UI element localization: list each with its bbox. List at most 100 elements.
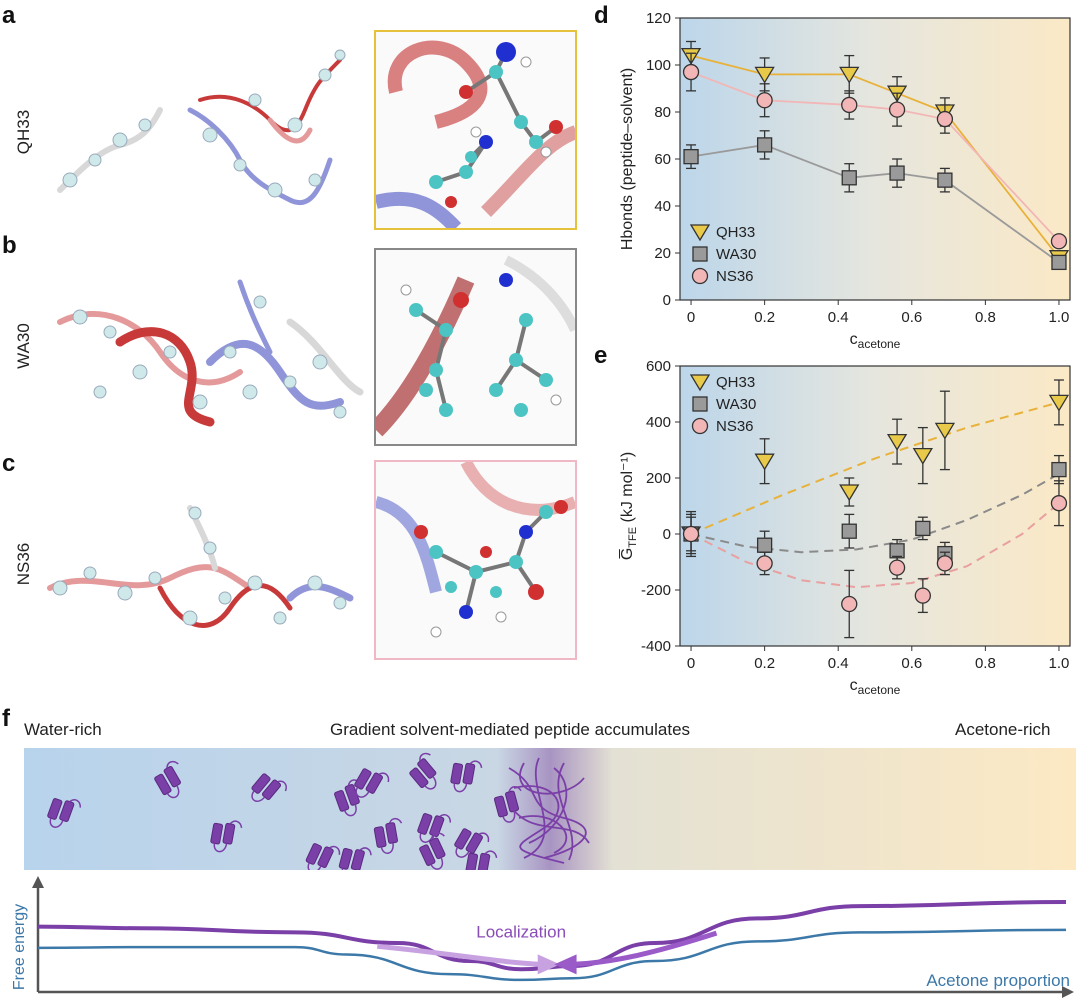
panel-label-f: f bbox=[2, 705, 10, 732]
data-point bbox=[934, 422, 956, 440]
peptide-icon bbox=[338, 847, 372, 870]
data-point bbox=[756, 92, 773, 109]
data-point bbox=[841, 595, 858, 613]
panel-label-e: e bbox=[594, 342, 608, 369]
legend-label: WA30 bbox=[716, 396, 756, 413]
data-point bbox=[889, 165, 905, 181]
data-point bbox=[886, 433, 908, 451]
data-point bbox=[756, 537, 773, 553]
x-tick-label: 0.8 bbox=[975, 309, 996, 326]
x-tick-label: 0.2 bbox=[754, 655, 775, 672]
peptide-icon bbox=[305, 843, 341, 870]
y-tick-label: 40 bbox=[654, 198, 671, 215]
x-tick-label: 0.8 bbox=[975, 655, 996, 672]
data-point bbox=[915, 520, 931, 537]
x-tick-label: 0.4 bbox=[828, 655, 849, 672]
data-point bbox=[937, 172, 953, 188]
data-point bbox=[756, 555, 773, 572]
y-tick-label: 600 bbox=[646, 358, 671, 375]
series-wa30 bbox=[683, 130, 1067, 271]
series-line bbox=[690, 143, 1060, 264]
x-tick-label: 1.0 bbox=[1049, 655, 1070, 672]
data-point bbox=[839, 66, 860, 84]
y-tick-label: 200 bbox=[646, 470, 671, 487]
ns36-structure-render bbox=[47, 505, 354, 628]
y-tick-label: 80 bbox=[654, 104, 671, 121]
legend-label: WA30 bbox=[716, 246, 756, 263]
y-tick-label: -400 bbox=[641, 638, 671, 655]
free-energy-chart: 0 0.2 0.4 0.6 0.8 1.0 -400 -200 0 200 400 600 caceto… bbox=[618, 358, 1071, 697]
qh33-zoom-inset bbox=[374, 30, 577, 230]
left-localization-arrow bbox=[376, 943, 542, 967]
solvent-energy-curve bbox=[37, 928, 1067, 982]
data-point bbox=[889, 543, 905, 559]
y-axis-label: Hbonds (peptide–solvent) bbox=[619, 68, 636, 250]
x-tick-label: 0.6 bbox=[901, 655, 922, 672]
series-line bbox=[690, 54, 1060, 259]
legend-marker bbox=[689, 224, 711, 242]
qh33-structure-render bbox=[57, 49, 346, 205]
acetone-proportion-label: Acetone proportion bbox=[926, 971, 1070, 990]
y-tick-label: 120 bbox=[646, 10, 671, 27]
plot-area bbox=[679, 365, 1071, 647]
solvent-gradient-band bbox=[24, 748, 1076, 870]
data-point bbox=[914, 587, 931, 604]
peptide-icon bbox=[47, 798, 82, 828]
data-point bbox=[682, 63, 700, 81]
peptide-icon bbox=[450, 760, 483, 793]
panel-label-a: a bbox=[2, 2, 16, 29]
plot-area bbox=[679, 17, 1071, 301]
data-point bbox=[754, 453, 775, 471]
series-line bbox=[690, 71, 1060, 242]
legend-label: QH33 bbox=[716, 374, 755, 391]
peptide-icon bbox=[154, 760, 181, 799]
x-tick-label: 0 bbox=[687, 655, 695, 672]
x-axis-label: cacetone bbox=[850, 677, 901, 697]
peptide-energy-curve bbox=[37, 900, 1067, 972]
data-point bbox=[1048, 394, 1070, 412]
x-tick-label: 0.6 bbox=[901, 309, 922, 326]
free-energy-landscape: Free energy Acetone proportion Localizatio… bbox=[11, 876, 1074, 998]
peptide-icon bbox=[417, 813, 452, 843]
y-tick-label: 60 bbox=[654, 151, 671, 168]
series-qh33 bbox=[680, 379, 1070, 552]
peptide-icon bbox=[210, 820, 243, 853]
peptide-icon bbox=[454, 828, 490, 858]
left-arrow-head bbox=[537, 954, 560, 975]
panel-label-b: b bbox=[2, 232, 17, 259]
y-tick-label: -200 bbox=[641, 582, 671, 599]
legend-marker bbox=[692, 396, 708, 412]
data-point bbox=[1050, 495, 1068, 512]
legend-marker bbox=[691, 417, 709, 435]
legend-label: NS36 bbox=[716, 418, 754, 435]
data-point bbox=[682, 525, 700, 543]
row-label-ns36: NS36 bbox=[14, 542, 33, 586]
free-energy-axis-label: Free energy bbox=[11, 904, 28, 990]
data-point bbox=[936, 110, 954, 128]
y-tick-label: 20 bbox=[654, 245, 671, 262]
data-point bbox=[936, 555, 954, 572]
acetone-rich-label: Acetone-rich bbox=[955, 720, 1051, 739]
panel-label-d: d bbox=[594, 2, 609, 29]
hbonds-chart: 0 0.2 0.4 0.6 0.8 1.0 0 20 40 60 80 100 120 cacetone H… bbox=[619, 10, 1071, 351]
data-point bbox=[841, 170, 857, 186]
peptide-icon bbox=[354, 768, 390, 798]
wa30-zoom-inset bbox=[374, 248, 577, 446]
y-tick-label: 400 bbox=[646, 414, 671, 431]
fit-line bbox=[690, 472, 1060, 554]
peptide-icon bbox=[373, 817, 403, 854]
legend-marker bbox=[692, 246, 708, 262]
data-point bbox=[888, 559, 906, 576]
data-point bbox=[1050, 233, 1068, 250]
data-point bbox=[912, 447, 933, 465]
data-point bbox=[754, 66, 775, 84]
peptide-aggregate bbox=[508, 757, 590, 864]
wa30-structure-render bbox=[57, 279, 364, 427]
data-point bbox=[839, 484, 860, 502]
y-axis-label: G̅TFE (kJ mol⁻¹) bbox=[618, 452, 639, 560]
series-ns36 bbox=[682, 480, 1068, 639]
data-point bbox=[683, 148, 699, 165]
fit-line bbox=[690, 401, 1060, 535]
panel-label-c: c bbox=[2, 450, 16, 477]
y-tick-label: 100 bbox=[646, 57, 671, 74]
